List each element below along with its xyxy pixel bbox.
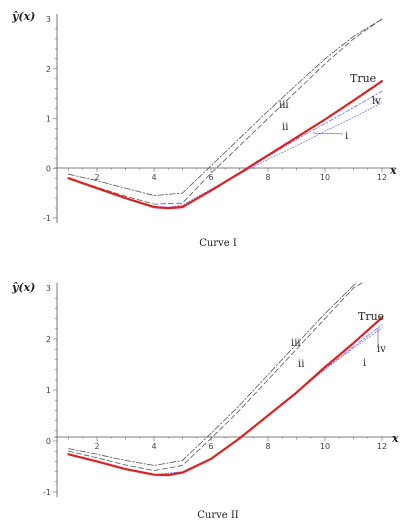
y-tick-label: 1 bbox=[46, 115, 51, 124]
x-tick-label: 2 bbox=[94, 173, 99, 182]
series-line-iv bbox=[68, 324, 383, 476]
series-line-iv bbox=[68, 90, 383, 209]
series-label-iii: iii bbox=[291, 338, 301, 349]
x-tick-label: 2 bbox=[94, 442, 99, 451]
y-tick-label: 2 bbox=[46, 65, 51, 74]
series-line-true bbox=[67, 316, 384, 477]
chart-caption: Curve II bbox=[197, 510, 239, 521]
x-tick-label: 8 bbox=[265, 442, 270, 451]
series-line-ii bbox=[68, 18, 383, 205]
x-tick-label: 10 bbox=[320, 442, 330, 451]
series-line-ii bbox=[68, 282, 363, 472]
y-tick-label: -1 bbox=[43, 214, 51, 223]
x-tick-label: 12 bbox=[377, 442, 387, 451]
y-tick-label: 0 bbox=[46, 164, 51, 173]
series-label-ii: ii bbox=[282, 122, 288, 133]
chart-caption: Curve I bbox=[199, 238, 237, 249]
x-tick-label: 4 bbox=[151, 442, 156, 451]
series-label-leader bbox=[312, 132, 344, 135]
y-axis-label: ŷ(x) bbox=[11, 281, 35, 294]
series-label-true: True bbox=[350, 72, 376, 85]
series-label-leader bbox=[371, 95, 379, 105]
x-tick-label: 4 bbox=[151, 173, 156, 182]
series-line-iii bbox=[68, 282, 357, 466]
x-tick-label: 12 bbox=[377, 173, 387, 182]
series-label-ii: ii bbox=[298, 359, 304, 370]
series-label-iv: iv bbox=[372, 96, 381, 107]
series-label-i: i bbox=[345, 131, 348, 142]
series-line-i bbox=[68, 327, 383, 476]
y-tick-label: 3 bbox=[46, 15, 51, 24]
y-tick-label: 2 bbox=[46, 335, 51, 344]
x-axis-label: x bbox=[391, 432, 399, 445]
series-label-true: True bbox=[358, 310, 384, 323]
x-axis-label: x bbox=[389, 164, 397, 177]
y-tick-label: -1 bbox=[43, 488, 51, 497]
series-line-iii bbox=[68, 18, 383, 197]
x-tick-label: 6 bbox=[208, 442, 213, 451]
x-tick-label: 8 bbox=[265, 173, 270, 182]
x-tick-label: 6 bbox=[208, 173, 213, 182]
series-line-true bbox=[67, 80, 384, 210]
y-tick-label: 3 bbox=[46, 284, 51, 293]
series-label-iii: iii bbox=[279, 100, 289, 111]
x-tick-label: 10 bbox=[320, 173, 330, 182]
series-label-i: i bbox=[363, 358, 366, 369]
y-axis-label: ŷ(x) bbox=[11, 10, 35, 23]
y-tick-label: 1 bbox=[46, 386, 51, 395]
y-tick-label: 0 bbox=[46, 437, 51, 446]
series-label-iv: iv bbox=[377, 344, 386, 355]
